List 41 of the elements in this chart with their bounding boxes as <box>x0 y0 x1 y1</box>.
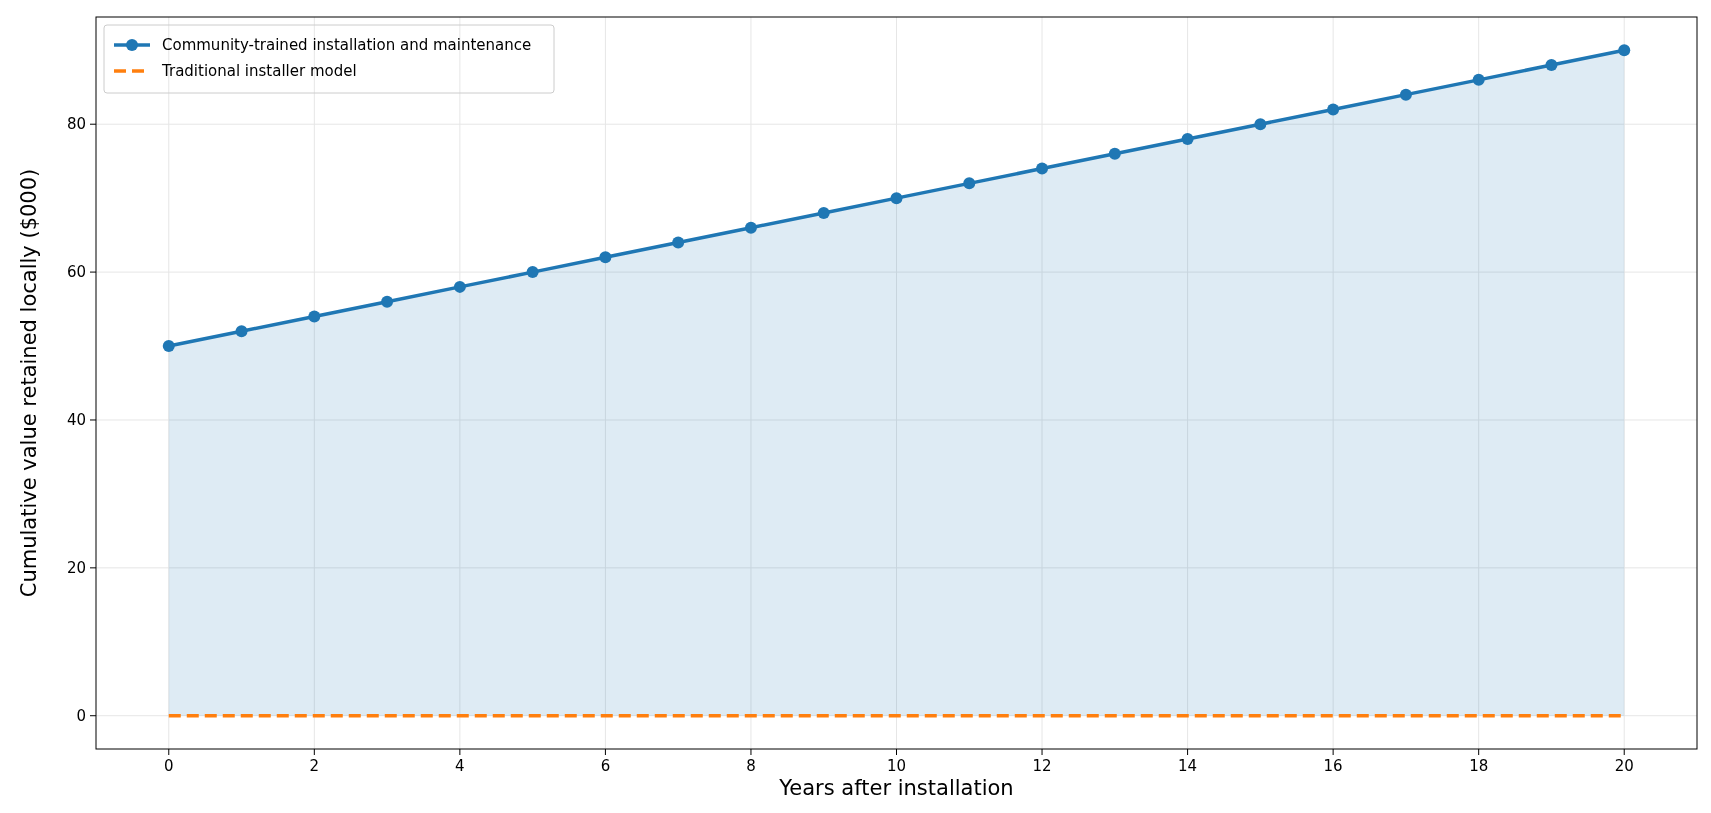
point <box>890 192 903 205</box>
x-tick-label: 0 <box>164 757 174 775</box>
x-tick-label: 12 <box>1032 757 1052 775</box>
point <box>1472 73 1485 86</box>
point <box>162 340 175 353</box>
y-tick-label: 60 <box>66 263 86 282</box>
point <box>1545 59 1558 72</box>
x-tick-label: 18 <box>1469 757 1489 775</box>
x-tick-label: 10 <box>886 757 907 775</box>
point <box>1327 103 1340 116</box>
y-tick-label: 80 <box>66 115 86 134</box>
point <box>453 280 466 293</box>
point <box>526 266 539 279</box>
y-axis-title: Cumulative value retained locally ($000) <box>17 168 41 598</box>
x-tick-label: 8 <box>746 757 756 775</box>
x-tick-label: 4 <box>455 757 465 775</box>
point <box>599 251 612 264</box>
legend-label: Traditional installer model <box>161 62 357 80</box>
x-tick-label: 6 <box>600 757 611 775</box>
point <box>1254 118 1267 131</box>
x-tick-label: 2 <box>309 757 320 775</box>
point <box>744 221 757 234</box>
point <box>1108 147 1121 160</box>
y-tick-label: 0 <box>76 706 86 725</box>
x-tick-label: 14 <box>1178 757 1198 775</box>
y-tick-label: 40 <box>66 410 86 429</box>
point <box>235 325 248 338</box>
x-axis-title: Years after installation <box>778 776 1014 800</box>
point <box>1181 133 1194 145</box>
point <box>963 177 976 190</box>
point <box>1036 162 1049 175</box>
y-tick-label: 20 <box>66 558 86 577</box>
point <box>1618 44 1631 57</box>
x-tick-label: 20 <box>1614 757 1634 775</box>
point <box>817 206 830 219</box>
point <box>1399 88 1412 101</box>
x-tick-label: 16 <box>1323 757 1343 775</box>
legend-label: Community-trained installation and maintenance <box>162 36 532 54</box>
point <box>308 310 321 323</box>
point <box>381 295 394 308</box>
point <box>672 236 685 249</box>
